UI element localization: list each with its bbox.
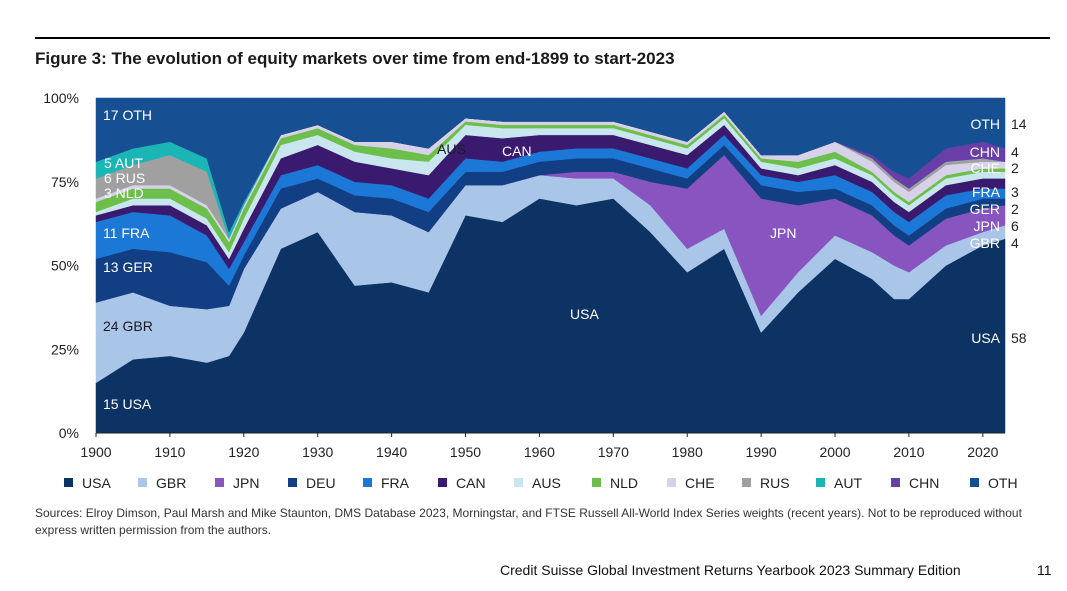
legend-label-chn: CHN [909, 475, 939, 491]
end-label-name: JPN [974, 218, 1000, 234]
area-label-fra: 11 FRA [103, 225, 150, 241]
legend-label-rus: RUS [760, 475, 790, 491]
end-label-name: CHE [970, 160, 1000, 176]
legend-label-gbr: GBR [156, 475, 186, 491]
legend-swatch-gbr [138, 478, 147, 487]
area-label-rus: 6 RUS [104, 170, 145, 186]
legend-label-fra: FRA [381, 475, 410, 491]
area-label-aut: 5 AUT [104, 155, 143, 171]
end-label-value: 58 [1011, 330, 1027, 346]
area-label-nld: 3 NLD [104, 185, 144, 201]
area-label-usa: USA [570, 306, 599, 322]
end-label-name: CHN [970, 144, 1000, 160]
legend-swatch-fra [363, 478, 372, 487]
legend-swatch-usa [64, 478, 73, 487]
legend-swatch-che [667, 478, 676, 487]
area-label-aus: AUS [437, 141, 466, 157]
x-tick-label: 1950 [450, 444, 481, 460]
end-label-name: USA [971, 330, 1000, 346]
end-label-value: 6 [1011, 218, 1019, 234]
x-tick-label: 1940 [376, 444, 407, 460]
sources-note: Sources: Elroy Dimson, Paul Marsh and Mi… [35, 506, 1022, 537]
x-tick-label: 1930 [302, 444, 333, 460]
x-tick-label: 2000 [819, 444, 850, 460]
legend-label-jpn: JPN [233, 475, 259, 491]
legend-label-aus: AUS [532, 475, 561, 491]
x-tick-label: 1970 [598, 444, 629, 460]
legend-swatch-oth [970, 478, 979, 487]
chart-legend: USA GBR JPN DEU FRA CAN AUS NLD CHE RUS AUT CHN OTH [64, 475, 1018, 491]
end-label-value: 4 [1011, 235, 1019, 251]
y-tick-label: 100% [43, 90, 79, 106]
legend-label-nld: NLD [610, 475, 638, 491]
x-tick-label: 1910 [154, 444, 185, 460]
area-oth [95, 97, 1006, 233]
chart-areas [95, 97, 1006, 434]
footer-text: Credit Suisse Global Investment Returns … [500, 562, 961, 578]
legend-label-deu: DEU [306, 475, 336, 491]
title-rule [35, 37, 1050, 39]
legend-swatch-chn [891, 478, 900, 487]
end-label-name: FRA [972, 184, 1001, 200]
legend-label-oth: OTH [988, 475, 1018, 491]
page-number: 11 [1037, 562, 1052, 578]
legend-swatch-aus [514, 478, 523, 487]
area-label-deu: 13 GER [103, 259, 153, 275]
chart-end-labels: OTH 14 CHN 4 CHE 2 FRA 3 GER 2 JPN 6 GBR 4 USA 58 [970, 116, 1027, 346]
x-tick-label: 1960 [524, 444, 555, 460]
legend-swatch-rus [742, 478, 751, 487]
legend-label-aut: AUT [834, 475, 862, 491]
area-label-jpn: JPN [770, 225, 796, 241]
x-tick-label: 1900 [80, 444, 111, 460]
area-label-can: CAN [502, 143, 532, 159]
end-label-value: 4 [1011, 144, 1019, 160]
x-tick-label: 2020 [967, 444, 998, 460]
stacked-area-chart: 1900 1910 1920 1930 1940 1950 1960 1970 1980 1990… [43, 90, 1027, 491]
x-tick-label: 1990 [746, 444, 777, 460]
end-label-value: 2 [1011, 160, 1019, 176]
end-label-value: 3 [1011, 184, 1019, 200]
legend-swatch-deu [288, 478, 297, 487]
legend-swatch-nld [592, 478, 601, 487]
area-label-oth: 17 OTH [103, 107, 152, 123]
y-tick-label: 25% [51, 341, 79, 357]
y-tick-label: 75% [51, 174, 79, 190]
x-tick-label: 2010 [893, 444, 924, 460]
y-tick-label: 50% [51, 258, 79, 274]
x-tick-label: 1920 [228, 444, 259, 460]
area-label-usa: 15 USA [103, 396, 152, 412]
legend-label-can: CAN [456, 475, 486, 491]
legend-label-usa: USA [82, 475, 111, 491]
legend-swatch-jpn [215, 478, 224, 487]
legend-swatch-can [438, 478, 447, 487]
chart-axes: 1900 1910 1920 1930 1940 1950 1960 1970 1980 1990… [43, 90, 1005, 460]
end-label-value: 14 [1011, 116, 1027, 132]
end-label-name: GBR [970, 235, 1000, 251]
legend-swatch-aut [816, 478, 825, 487]
end-label-name: OTH [970, 116, 1000, 132]
end-label-name: GER [970, 201, 1000, 217]
end-label-value: 2 [1011, 201, 1019, 217]
figure-title: Figure 3: The evolution of equity market… [35, 49, 675, 68]
x-tick-label: 1980 [672, 444, 703, 460]
area-label-gbr: 24 GBR [103, 318, 153, 334]
y-tick-label: 0% [59, 425, 79, 441]
legend-label-che: CHE [685, 475, 715, 491]
